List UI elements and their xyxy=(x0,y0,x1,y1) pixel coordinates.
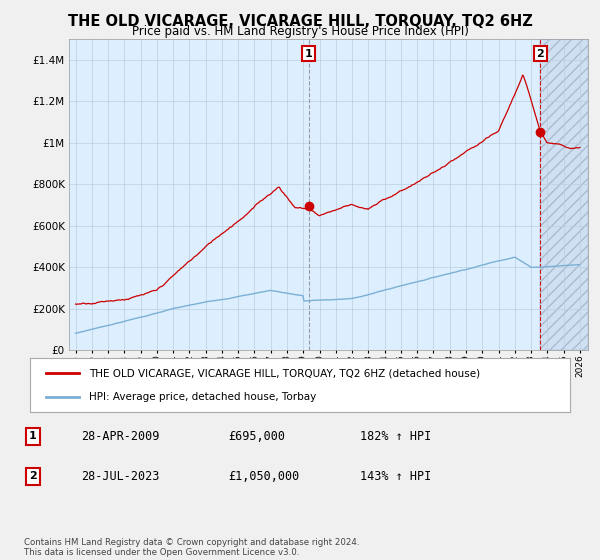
Text: 1: 1 xyxy=(29,431,37,441)
Text: HPI: Average price, detached house, Torbay: HPI: Average price, detached house, Torb… xyxy=(89,391,317,402)
Text: Contains HM Land Registry data © Crown copyright and database right 2024.
This d: Contains HM Land Registry data © Crown c… xyxy=(24,538,359,557)
Text: £695,000: £695,000 xyxy=(228,430,285,443)
Text: 1: 1 xyxy=(305,49,313,59)
Text: 28-APR-2009: 28-APR-2009 xyxy=(81,430,160,443)
Text: THE OLD VICARAGE, VICARAGE HILL, TORQUAY, TQ2 6HZ: THE OLD VICARAGE, VICARAGE HILL, TORQUAY… xyxy=(68,14,532,29)
Text: 182% ↑ HPI: 182% ↑ HPI xyxy=(360,430,431,443)
Text: 143% ↑ HPI: 143% ↑ HPI xyxy=(360,470,431,483)
Text: Price paid vs. HM Land Registry's House Price Index (HPI): Price paid vs. HM Land Registry's House … xyxy=(131,25,469,38)
Text: THE OLD VICARAGE, VICARAGE HILL, TORQUAY, TQ2 6HZ (detached house): THE OLD VICARAGE, VICARAGE HILL, TORQUAY… xyxy=(89,368,481,379)
Text: £1,050,000: £1,050,000 xyxy=(228,470,299,483)
Text: 28-JUL-2023: 28-JUL-2023 xyxy=(81,470,160,483)
Text: 2: 2 xyxy=(536,49,544,59)
Text: 2: 2 xyxy=(29,471,37,481)
